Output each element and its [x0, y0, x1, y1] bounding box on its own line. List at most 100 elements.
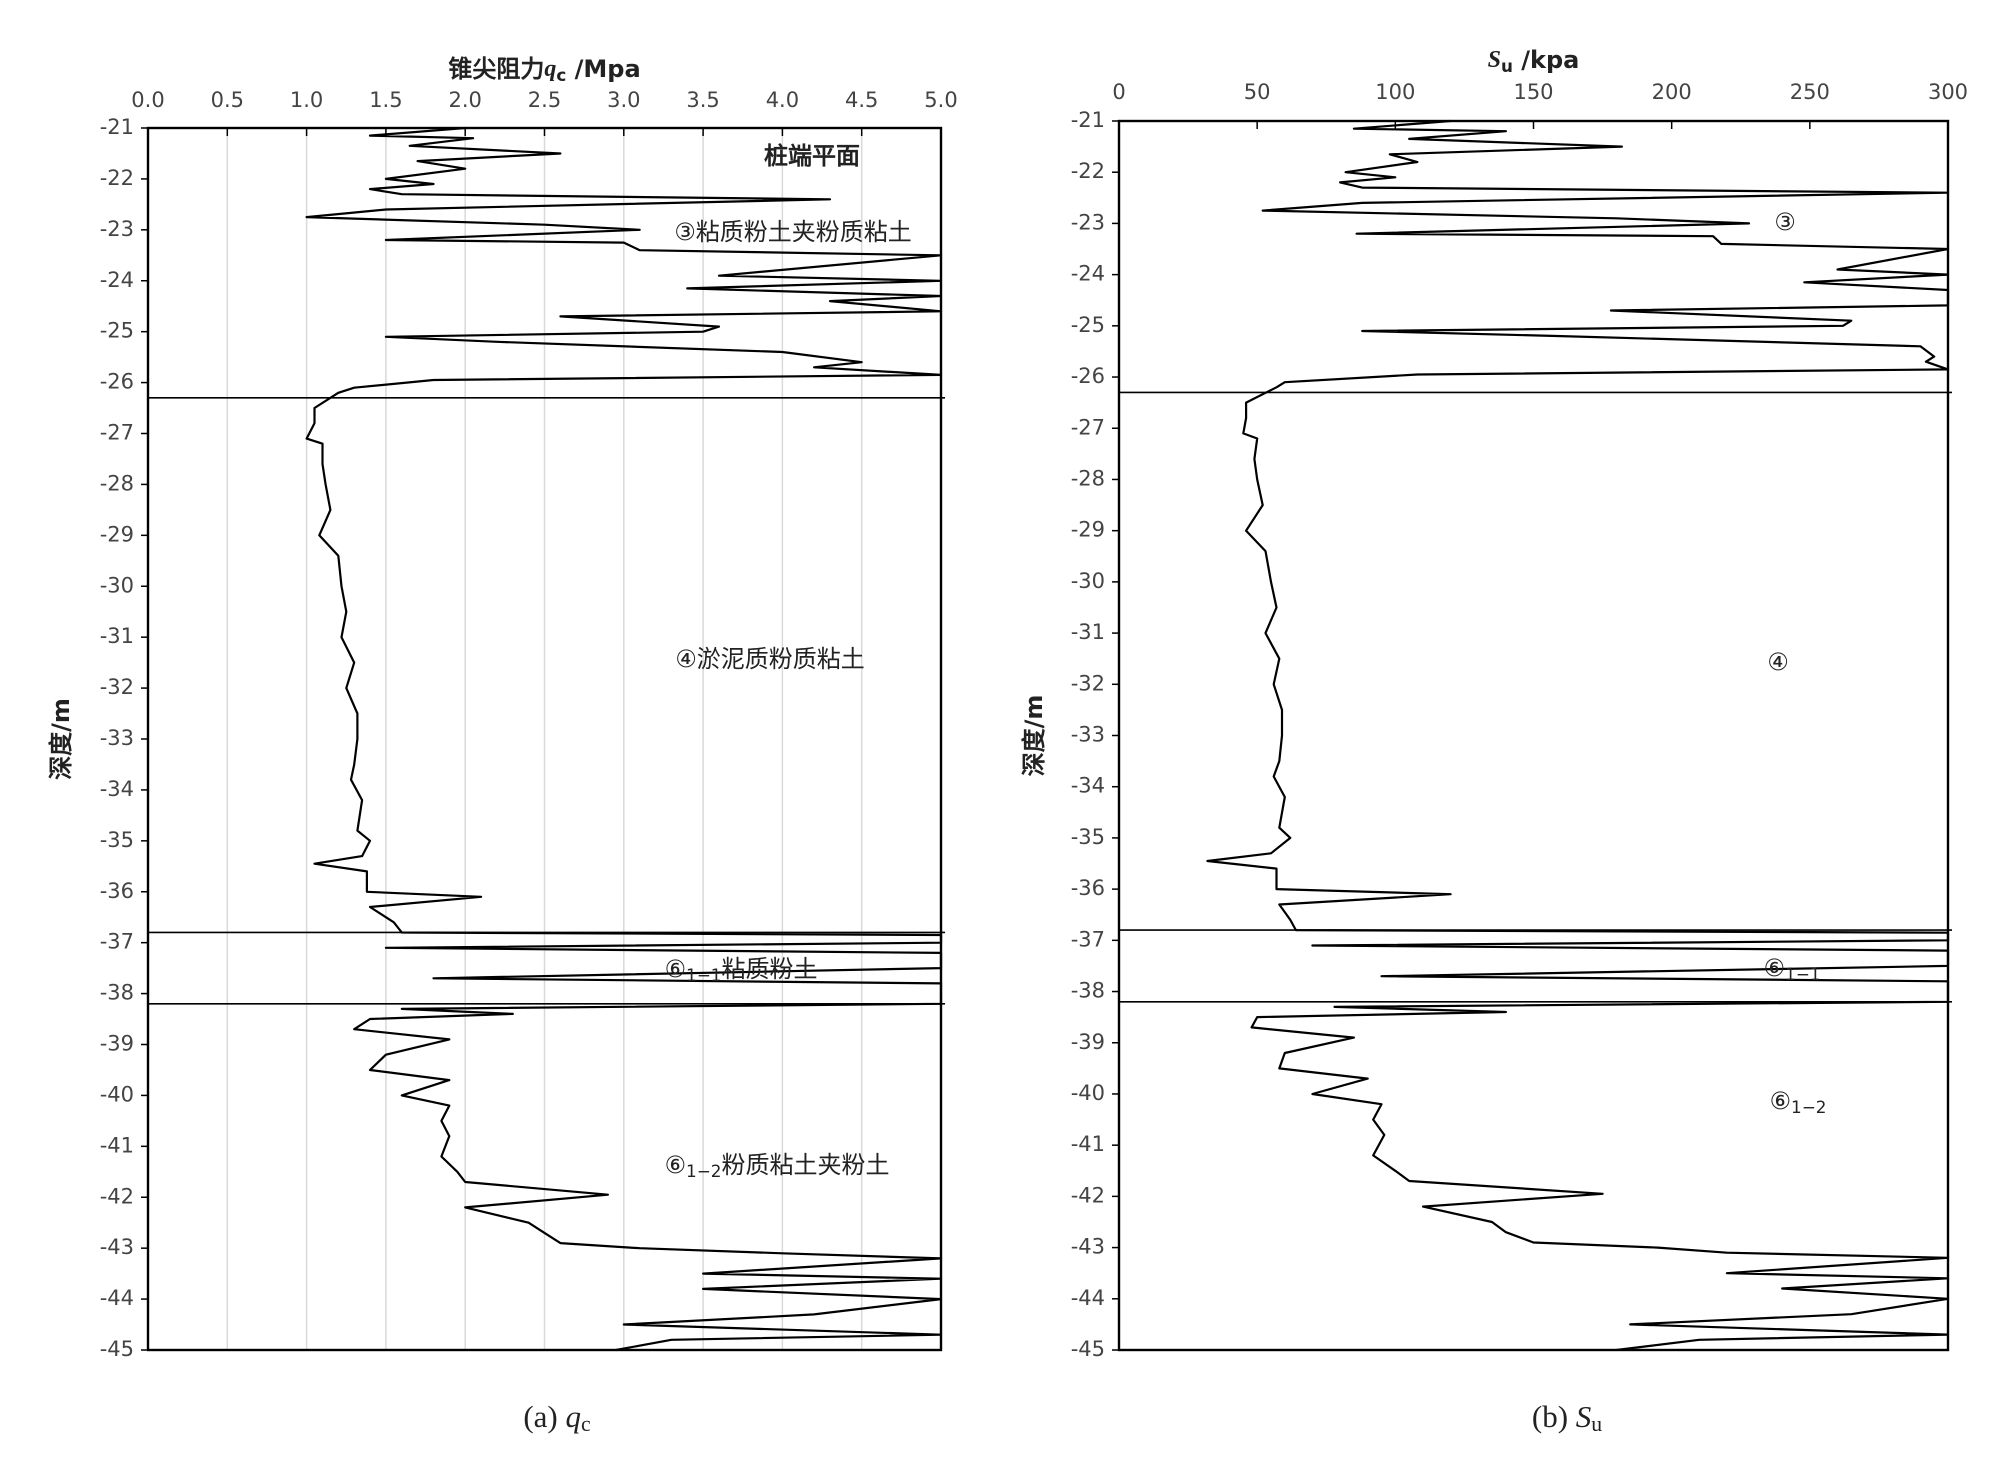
annotation: ⑥1−1 [1764, 954, 1821, 984]
x-axis-title: 锥尖阻力qc /Mpa [448, 55, 640, 85]
label-part: 粉质粘土夹粉土 [721, 1151, 889, 1179]
label-part: ④ [1767, 648, 1789, 676]
label-part: 1−2 [686, 1161, 721, 1181]
label-part: 桩端平面 [764, 142, 860, 170]
y-tick-label: -24 [100, 268, 134, 292]
label-part: ③ [1774, 208, 1796, 236]
label-part: ③粘质粉土夹粉质粘土 [674, 218, 912, 246]
y-tick-label: -29 [1071, 518, 1105, 542]
label-part: 1−1 [1785, 964, 1820, 984]
x-tick-label: 1.5 [369, 88, 402, 112]
x-tick-label: 0.0 [131, 88, 164, 112]
y-tick-label: -28 [1071, 466, 1105, 490]
y-tick-label: -21 [1071, 108, 1105, 132]
y-axis-title: 深度/m [1020, 695, 1048, 777]
label-part: 1−1 [686, 965, 721, 985]
y-tick-label: -24 [1071, 262, 1105, 286]
x-tick-label: 100 [1375, 80, 1415, 104]
y-tick-label: -37 [1071, 927, 1105, 951]
plot-frame [146, 126, 943, 1352]
y-tick-label: -38 [100, 981, 134, 1005]
x-tick-label: 1.0 [290, 88, 323, 112]
x-tick-label: 300 [1928, 80, 1968, 104]
label-part: q [544, 56, 556, 82]
label-part: 锥尖阻力 [448, 55, 544, 83]
y-tick-label: -45 [100, 1337, 134, 1361]
y-tick-label: -34 [1071, 774, 1105, 798]
y-tick-label: -38 [1071, 979, 1105, 1003]
annotation: ④淤泥质粉质粘土 [675, 645, 865, 673]
label-part: u [1501, 56, 1513, 76]
plot-frame [1117, 119, 1950, 1352]
annotation: 桩端平面 [764, 142, 860, 170]
y-tick-label: -22 [1071, 159, 1105, 183]
label-part: c [581, 1412, 591, 1436]
y-tick-label: -43 [1071, 1235, 1105, 1259]
y-axis-title: 深度/m [47, 698, 75, 780]
annotation: ⑥1−1粘质粉土 [665, 955, 818, 985]
y-tick-label: -41 [100, 1133, 134, 1157]
y-tick-label: -27 [1071, 415, 1105, 439]
y-tick-label: -40 [1071, 1081, 1105, 1105]
x-tick-label: 4.0 [766, 88, 799, 112]
x-tick-label: 3.0 [607, 88, 640, 112]
x-tick-label: 5.0 [924, 88, 957, 112]
y-tick-label: -37 [100, 930, 134, 954]
x-tick-label: 0 [1112, 80, 1125, 104]
label-part: /Mpa [566, 55, 640, 83]
x-axis-title: Su /kpa [1488, 46, 1580, 76]
y-tick-label: -39 [100, 1032, 134, 1056]
y-tick-label: -36 [1071, 876, 1105, 900]
y-tick-label: -44 [100, 1286, 134, 1310]
label-part: S [1576, 1399, 1592, 1434]
y-tick-label: -41 [1071, 1132, 1105, 1156]
y-tick-label: -28 [100, 471, 134, 495]
y-tick-label: -26 [1071, 364, 1105, 388]
x-tick-label: 250 [1790, 80, 1830, 104]
label-part: S [1488, 47, 1501, 73]
y-tick-label: -34 [100, 777, 134, 801]
y-tick-label: -29 [100, 522, 134, 546]
label-part: (a) [523, 1399, 565, 1434]
label-part: ⑥ [665, 1151, 687, 1179]
profile-line [305, 126, 943, 1352]
y-tick-label: -32 [1071, 671, 1105, 695]
annotation: ⑥1−2粉质粘土夹粉土 [665, 1151, 890, 1181]
x-tick-label: 200 [1652, 80, 1692, 104]
y-tick-label: -30 [1071, 569, 1105, 593]
y-tick-label: -44 [1071, 1286, 1105, 1310]
y-tick-label: -45 [1071, 1337, 1105, 1361]
x-tick-label: 2.0 [448, 88, 481, 112]
x-tick-label: 0.5 [211, 88, 244, 112]
caption: (b) Su [1532, 1399, 1602, 1436]
x-tick-label: 3.5 [686, 88, 719, 112]
label-part: 粘质粉土 [721, 955, 817, 983]
x-tick-label: 4.5 [845, 88, 878, 112]
x-tick-label: 2.5 [528, 88, 561, 112]
label-part: ④淤泥质粉质粘土 [675, 645, 865, 673]
y-tick-label: -27 [100, 421, 134, 445]
y-tick-label: -31 [1071, 620, 1105, 644]
label-part: ⑥ [665, 955, 687, 983]
label-part: ⑥ [1764, 954, 1786, 982]
profile-line [1206, 119, 1950, 1352]
annotation: ④ [1767, 648, 1789, 676]
y-tick-label: -22 [100, 166, 134, 190]
label-part: 1−2 [1791, 1097, 1826, 1117]
label-part: c [556, 65, 566, 85]
label-part: ⑥ [1770, 1087, 1792, 1115]
y-tick-label: -35 [100, 828, 134, 852]
label-part: q [566, 1399, 582, 1434]
y-tick-label: -23 [1071, 210, 1105, 234]
y-tick-label: -40 [100, 1082, 134, 1106]
y-tick-label: -42 [1071, 1183, 1105, 1207]
label-part: u [1591, 1412, 1602, 1436]
y-tick-label: -30 [100, 573, 134, 597]
annotation: ③ [1774, 208, 1796, 236]
y-tick-label: -23 [100, 217, 134, 241]
annotation: ③粘质粉土夹粉质粘土 [674, 218, 912, 246]
y-tick-label: -32 [100, 675, 134, 699]
label-part: (b) [1532, 1399, 1576, 1434]
y-tick-label: -21 [100, 115, 134, 139]
